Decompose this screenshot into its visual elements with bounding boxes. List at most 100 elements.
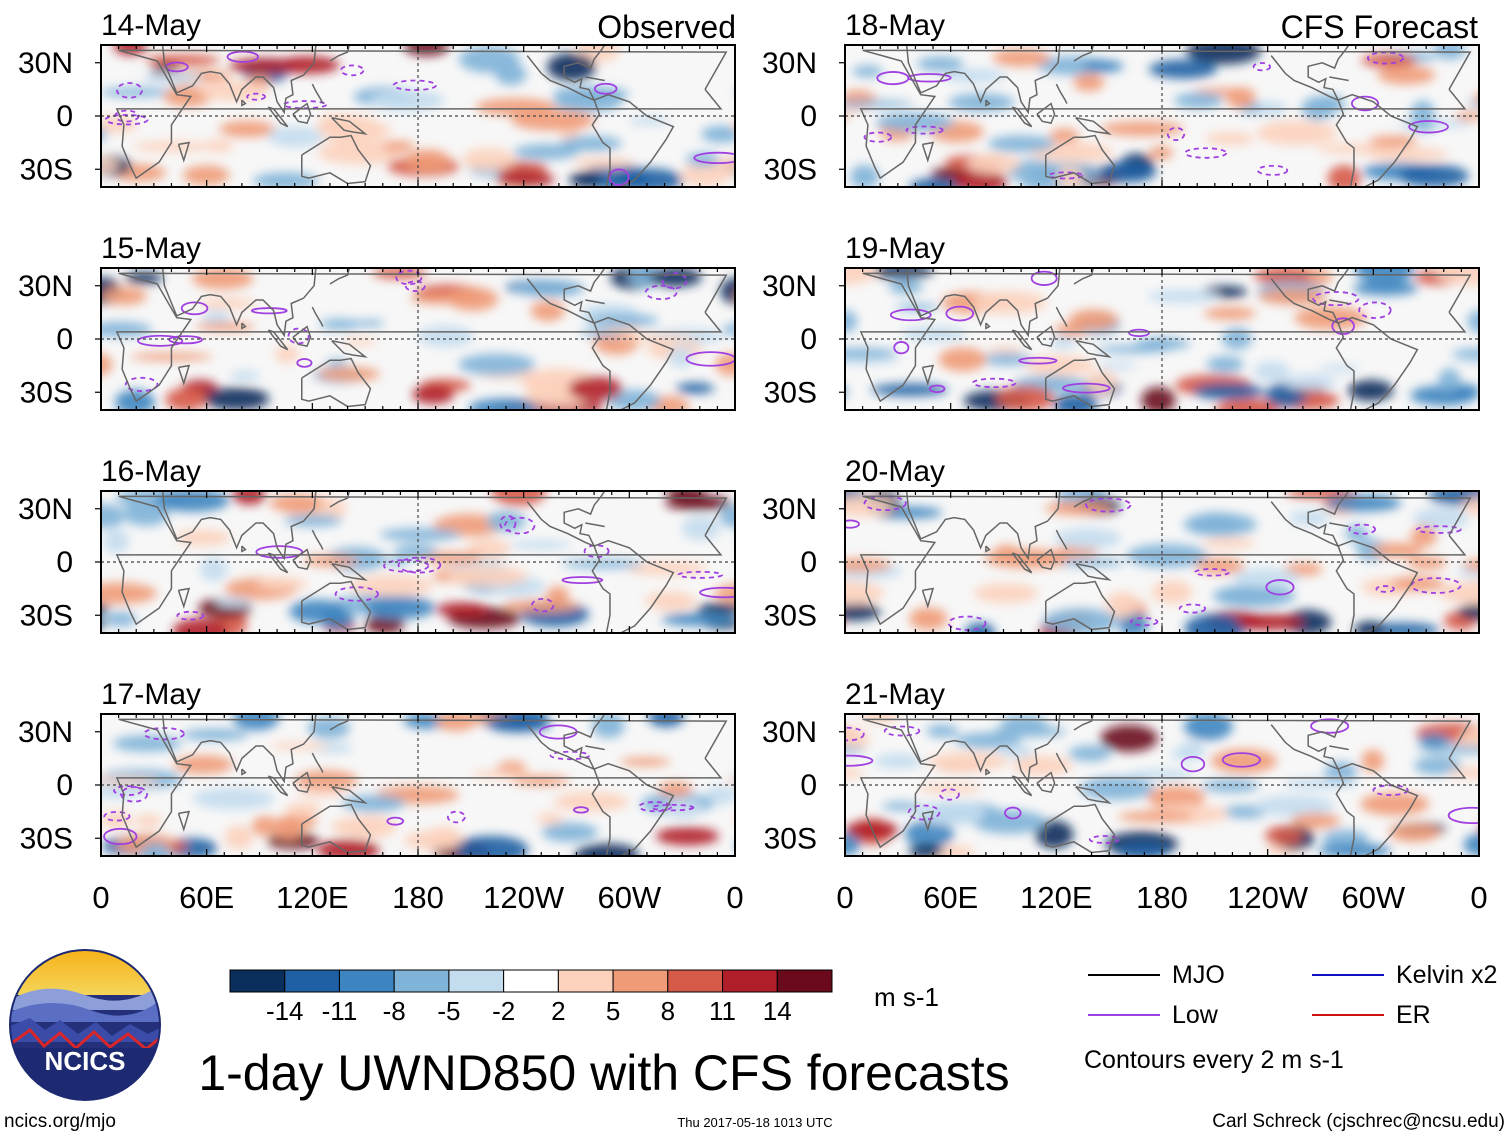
anomaly-blob: [1100, 724, 1158, 752]
low-contour: [1085, 497, 1132, 513]
anomaly-blob: [1284, 374, 1337, 391]
anomaly-blob: [725, 777, 735, 785]
coastline: [985, 545, 991, 553]
anomaly-blob: [871, 383, 949, 396]
anomaly-blob: [954, 732, 1022, 749]
anomaly-blob: [569, 171, 602, 187]
coastline: [1045, 580, 1116, 631]
anomaly-blob: [1183, 512, 1257, 537]
anomaly-blob: [1073, 73, 1105, 92]
y-tick-label: 0: [800, 546, 817, 579]
anomaly-blob: [447, 287, 499, 312]
coastline: [526, 45, 606, 102]
anomaly-blob: [1186, 45, 1261, 65]
low-contour: [638, 801, 673, 813]
anomaly-blob: [1012, 755, 1073, 776]
colorbar-swatch: [338, 969, 395, 993]
anomaly-blob: [275, 814, 318, 830]
anomaly-blob: [143, 71, 202, 85]
coastline: [301, 803, 372, 854]
coastline: [1011, 329, 1033, 351]
anomaly-blob: [845, 495, 895, 517]
anomaly-blob: [731, 119, 735, 130]
anomaly-blob: [71, 786, 100, 805]
panel-16-May: 16-May 30N 0 30S: [18, 455, 763, 634]
anomaly-blob: [1204, 132, 1255, 146]
anomaly-blob: [1495, 706, 1510, 723]
anomaly-blob: [1505, 384, 1510, 396]
anomaly-blob: [365, 615, 405, 633]
anomaly-blob: [705, 785, 735, 806]
x-tick-label: 0: [836, 880, 853, 915]
anomaly-blob: [1413, 756, 1462, 775]
coastline: [1073, 491, 1095, 508]
coastline: [177, 810, 191, 832]
coastline: [329, 45, 351, 62]
y-tick-label: 30S: [20, 376, 73, 409]
panel-19-May: 19-May 30N 0 30S: [762, 232, 1510, 411]
coastline: [1036, 771, 1056, 793]
colorbar-swatch: [393, 969, 450, 993]
anomaly-blob: [370, 89, 445, 112]
coastline: [177, 364, 191, 386]
anomaly-blob: [1461, 496, 1479, 516]
anomaly-blob: [845, 581, 885, 605]
low-contour: [168, 335, 203, 345]
panel-18-May: 18-May 30N 0 30S: [762, 9, 1510, 188]
coastline: [1335, 316, 1419, 410]
anomaly-blob: [132, 141, 215, 152]
low-contour: [1252, 62, 1271, 72]
anomaly-blob: [720, 277, 735, 305]
anomaly-blob: [767, 141, 849, 151]
anomaly-blob: [777, 101, 801, 125]
site-link[interactable]: ncics.org/mjo: [4, 1111, 116, 1132]
anomaly-blob: [224, 825, 254, 850]
anomaly-blob: [1355, 268, 1415, 284]
coastline: [1075, 340, 1112, 358]
anomaly-blob: [738, 529, 763, 553]
coastline: [161, 268, 317, 338]
coastline: [161, 714, 317, 784]
anomaly-blob: [101, 287, 147, 306]
anomaly-blob: [568, 376, 623, 402]
anomaly-blob: [1147, 785, 1206, 810]
low-contour: [103, 827, 138, 846]
anomaly-blob: [405, 149, 451, 173]
anomaly-blob: [845, 558, 892, 572]
anomaly-blob: [0, 330, 5, 355]
low-contour: [1193, 568, 1230, 577]
panel-date-label: 20-May: [845, 455, 945, 488]
anomaly-blob: [948, 93, 1015, 112]
anomaly-blob: [445, 565, 528, 587]
colorbar-label: 11: [709, 996, 736, 1026]
anomaly-blob: [1049, 128, 1080, 143]
anomaly-blob: [917, 783, 982, 794]
coastline: [905, 491, 1061, 561]
anomaly-blob: [0, 757, 37, 766]
anomaly-blob: [303, 555, 359, 567]
y-tick-label: 30N: [762, 270, 817, 303]
coastline: [267, 106, 289, 128]
anomaly-blob: [586, 313, 659, 327]
low-contour: [650, 803, 695, 812]
coastline: [1073, 268, 1095, 285]
y-tick-label: 30N: [762, 493, 817, 526]
low-contour: [296, 358, 313, 368]
coastline: [301, 134, 372, 185]
low-contour: [947, 615, 987, 631]
anomaly-blob: [1117, 811, 1195, 823]
anomaly-blob: [379, 528, 461, 541]
x-tick-label: 120W: [483, 880, 565, 915]
coastline: [526, 714, 606, 771]
anomaly-blob: [1484, 818, 1510, 845]
anomaly-blob: [1486, 65, 1510, 77]
timestamp: Thu 2017-05-18 1013 UTC: [677, 1115, 832, 1130]
x-tick-label: 120W: [1227, 880, 1309, 915]
coastline: [1055, 306, 1068, 327]
anomaly-blob: [0, 164, 14, 191]
low-contour: [845, 726, 865, 742]
panels: 14-May30N030S15-May30N030S16-May30N030S1…: [0, 9, 1510, 857]
coastline: [1045, 134, 1116, 185]
colorbar-swatch: [448, 969, 505, 993]
